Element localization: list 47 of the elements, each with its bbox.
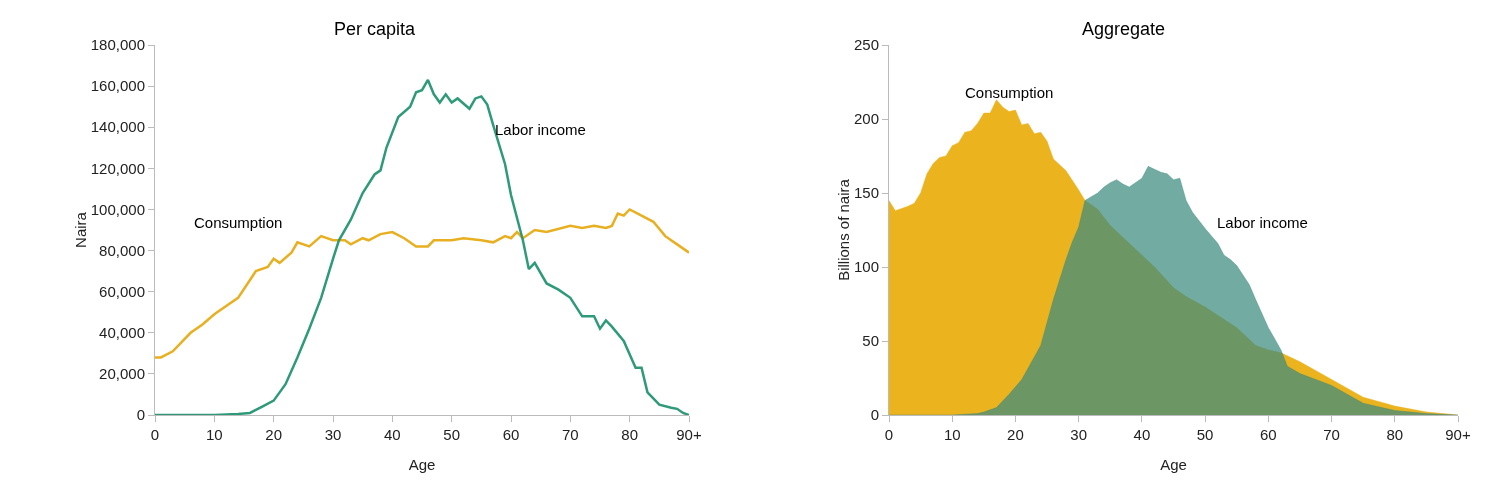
x-tick-label: 70: [1323, 426, 1340, 443]
x-tick-label: 50: [443, 426, 461, 443]
y-tick-label: 80,000: [99, 241, 145, 259]
chart-title: Per capita: [333, 18, 417, 39]
y-tick-label: 20,000: [99, 365, 145, 383]
x-axis-title: Age: [1160, 456, 1187, 473]
x-tick-label: 0: [884, 426, 894, 443]
x-tick-label: 0: [150, 426, 160, 443]
x-tick-label: 10: [943, 426, 961, 443]
x-axis-title: Age: [408, 456, 436, 473]
x-tick-label: 80: [621, 426, 639, 443]
x-tick-label: 90+: [676, 426, 702, 443]
series-label: Labor income: [495, 121, 586, 138]
y-tick-label: 60,000: [99, 282, 145, 300]
y-tick-label: 140,000: [90, 118, 145, 136]
x-tick-label: 60: [1259, 426, 1277, 443]
chart-title: Aggregate: [1081, 18, 1166, 39]
x-tick-label: 20: [1007, 426, 1024, 443]
y-tick-label: 120,000: [90, 159, 145, 177]
x-tick-label: 20: [265, 426, 283, 443]
series-label: Consumption: [194, 214, 283, 231]
y-tick-label: 100,000: [90, 200, 145, 218]
y-tick-label: 40,000: [99, 324, 145, 342]
y-tick-label: 0: [136, 406, 145, 424]
y-tick-label: 50: [862, 332, 879, 350]
x-tick-label: 40: [383, 426, 401, 443]
y-tick-label: 160,000: [90, 77, 145, 95]
series-label: Consumption: [965, 84, 1054, 101]
y-axis-title: Billions of naira: [834, 178, 852, 281]
y-tick-label: 0: [870, 406, 879, 424]
y-tick-label: 100: [853, 258, 879, 276]
line-series: [155, 208, 689, 359]
series-label: Labor income: [1217, 214, 1308, 231]
y-tick-label: 200: [853, 110, 879, 128]
x-tick-label: 30: [1070, 426, 1088, 443]
x-tick-label: 40: [1133, 426, 1151, 443]
x-tick-label: 30: [324, 426, 342, 443]
y-tick-label: 150: [853, 184, 879, 202]
y-tick-label: 180,000: [90, 36, 145, 54]
x-tick-label: 60: [502, 426, 520, 443]
x-tick-label: 10: [205, 426, 223, 443]
x-tick-label: 50: [1196, 426, 1214, 443]
y-tick-label: 250: [853, 36, 879, 54]
y-axis-title: Naira: [71, 211, 89, 248]
x-tick-label: 70: [561, 426, 579, 443]
x-tick-label: 90+: [1445, 426, 1471, 443]
x-tick-label: 80: [1386, 426, 1404, 443]
